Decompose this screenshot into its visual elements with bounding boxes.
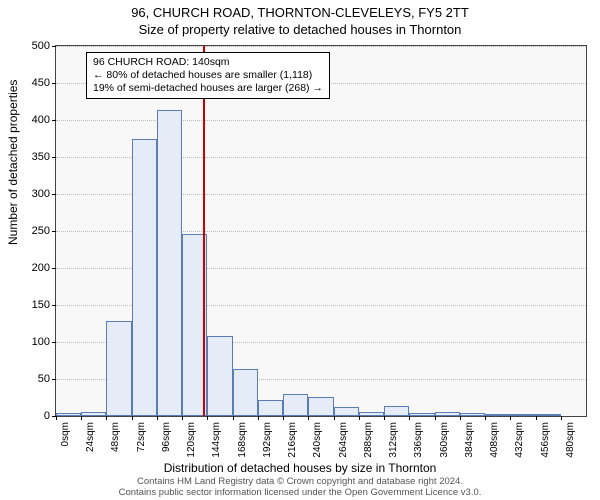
- histogram-bar: [233, 369, 258, 416]
- y-tick-label: 150: [10, 299, 50, 311]
- gridline: [56, 120, 586, 121]
- attribution-footer: Contains HM Land Registry data © Crown c…: [0, 477, 600, 499]
- histogram-bar: [334, 407, 359, 416]
- x-tick: [384, 416, 385, 420]
- y-tick-label: 200: [10, 262, 50, 274]
- y-tick-label: 400: [10, 114, 50, 126]
- chart-title-line2: Size of property relative to detached ho…: [0, 22, 600, 37]
- y-tick-label: 500: [10, 40, 50, 52]
- x-tick: [182, 416, 183, 420]
- x-tick: [561, 416, 562, 420]
- y-tick-label: 100: [10, 336, 50, 348]
- chart-container: 96, CHURCH ROAD, THORNTON-CLEVELEYS, FY5…: [0, 0, 600, 500]
- info-box: 96 CHURCH ROAD: 140sqm ← 80% of detached…: [86, 52, 330, 99]
- x-tick: [157, 416, 158, 420]
- x-tick: [485, 416, 486, 420]
- gridline: [56, 46, 586, 47]
- x-tick: [132, 416, 133, 420]
- y-tick: [52, 379, 56, 380]
- histogram-bar: [485, 414, 510, 416]
- y-tick: [52, 157, 56, 158]
- y-tick: [52, 83, 56, 84]
- x-tick: [233, 416, 234, 420]
- histogram-bar: [536, 414, 561, 416]
- x-tick: [536, 416, 537, 420]
- y-tick: [52, 194, 56, 195]
- histogram-bar: [106, 321, 131, 416]
- info-line-2: ← 80% of detached houses are smaller (1,…: [93, 69, 323, 82]
- x-tick: [359, 416, 360, 420]
- y-tick: [52, 46, 56, 47]
- histogram-bar: [207, 336, 232, 416]
- y-tick: [52, 342, 56, 343]
- x-tick: [334, 416, 335, 420]
- y-tick-label: 300: [10, 188, 50, 200]
- histogram-bar: [132, 139, 157, 416]
- info-line-1: 96 CHURCH ROAD: 140sqm: [93, 56, 323, 69]
- info-line-3: 19% of semi-detached houses are larger (…: [93, 82, 323, 95]
- histogram-bar: [409, 413, 434, 416]
- histogram-bar: [510, 414, 535, 416]
- y-tick-label: 250: [10, 225, 50, 237]
- footer-line-2: Contains public sector information licen…: [0, 488, 600, 499]
- y-tick-label: 50: [10, 373, 50, 385]
- histogram-bar: [283, 394, 308, 416]
- histogram-bar: [435, 412, 460, 416]
- histogram-bar: [56, 413, 81, 416]
- histogram-bar: [157, 110, 182, 416]
- x-tick: [409, 416, 410, 420]
- y-tick-label: 450: [10, 77, 50, 89]
- x-tick: [81, 416, 82, 420]
- histogram-bar: [384, 406, 409, 416]
- histogram-bar: [460, 413, 485, 416]
- x-tick: [510, 416, 511, 420]
- y-tick: [52, 231, 56, 232]
- y-tick-label: 0: [10, 410, 50, 422]
- y-tick: [52, 268, 56, 269]
- y-tick: [52, 305, 56, 306]
- histogram-bar: [81, 412, 106, 416]
- histogram-bar: [308, 397, 333, 416]
- histogram-bar: [359, 412, 384, 416]
- x-axis-label: Distribution of detached houses by size …: [0, 461, 600, 475]
- x-tick: [435, 416, 436, 420]
- chart-title-line1: 96, CHURCH ROAD, THORNTON-CLEVELEYS, FY5…: [0, 5, 600, 20]
- y-tick: [52, 120, 56, 121]
- y-tick-label: 350: [10, 151, 50, 163]
- x-tick: [207, 416, 208, 420]
- plot-area: 0501001502002503003504004505000sqm24sqm4…: [55, 45, 587, 417]
- x-tick: [258, 416, 259, 420]
- marker-line: [203, 46, 205, 416]
- x-tick: [460, 416, 461, 420]
- histogram-bar: [258, 400, 283, 416]
- x-tick: [106, 416, 107, 420]
- x-tick: [308, 416, 309, 420]
- x-tick: [56, 416, 57, 420]
- x-tick: [283, 416, 284, 420]
